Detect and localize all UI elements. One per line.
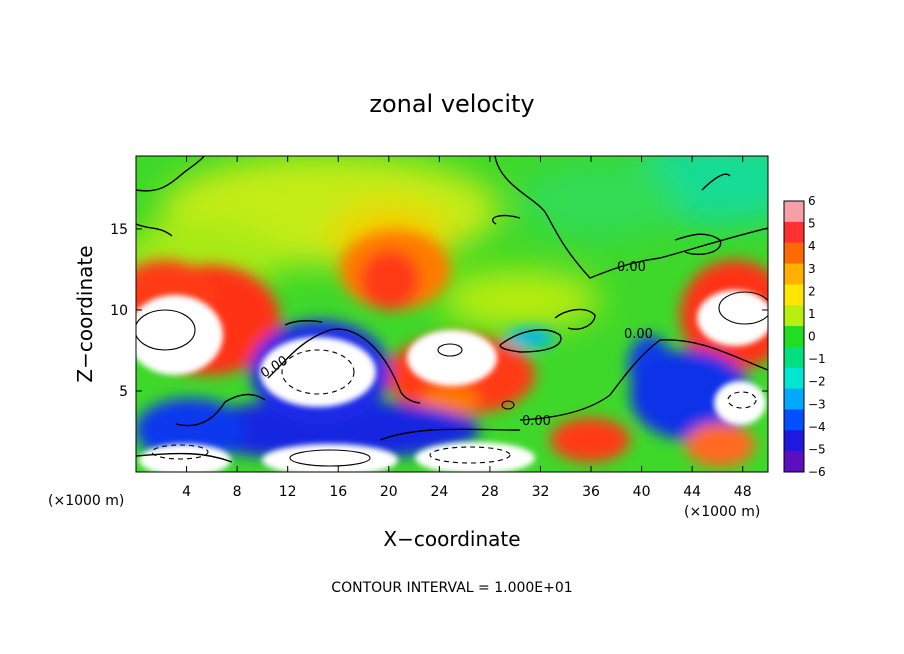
colorbar-frame [783,200,805,473]
colorbar-tick-label: −6 [808,465,826,479]
colorbar-tick-label: −2 [808,375,826,389]
x-axis-label: X−coordinate [383,527,520,551]
x-tick-label: 16 [329,484,347,500]
colorbar-tick-label: −3 [808,397,826,411]
y-axis-label: Z−coordinate [73,245,97,382]
colorbar-tick-label: −4 [808,420,826,434]
x-tick-label: 28 [481,484,499,500]
colorbar: 6 5 4 3 2 1 0 −1 −2 −3 −4 −5 −6 [783,194,826,479]
plot-frame [135,155,769,473]
y-tick-label: 15 [110,222,128,238]
dashed-contours [151,349,757,464]
heatmap-field: 0.00 0.00 0.00 0.00 [136,156,768,472]
x-tick-label: 20 [380,484,398,500]
colorbar-swatch [784,305,804,327]
colorbar-swatch [784,430,804,452]
x-tick-label: 40 [633,484,651,500]
x-tick-label: 4 [182,484,191,500]
colorbar-tick-label: 6 [808,194,816,208]
x-tick-label: 12 [279,484,297,500]
colorbar-tick-label: 3 [808,262,816,276]
solid-inner-contours [136,291,768,467]
colorbar-tick-label: 5 [808,217,816,231]
colorbar-swatch [784,346,804,369]
x-axis: 4 8 12 16 20 24 28 32 36 40 44 48 [182,156,752,500]
colorbar-tick-label: 2 [808,284,816,298]
chart-title: zonal velocity [369,90,534,118]
colorbar-swatch [784,409,804,431]
colorbar-swatch [784,451,804,473]
colorbar-swatch [784,201,804,223]
colorbar-swatch [784,284,804,306]
colorbar-swatch [784,367,804,390]
colorbar-tick-label: −5 [808,442,826,456]
x-tick-label: 24 [430,484,448,500]
colorbar-swatch [784,388,804,410]
colorbar-swatch [784,242,804,265]
contour-label-4: 0.00 [522,414,551,429]
colorbar-tick-label: −1 [808,352,826,366]
x-tick-label: 32 [532,484,550,500]
x-unit-label-right: (×1000 m) [684,504,760,520]
y-axis: 5 10 15 [110,222,768,400]
colorbar-tick-label: 1 [808,307,816,321]
y-tick-label: 5 [119,384,128,400]
x-unit-label-left: (×1000 m) [48,493,124,509]
colorbar-swatch [784,263,804,285]
contour-label-2: 0.00 [624,327,653,342]
contour-label-1: 0.00 [617,260,646,275]
x-tick-label: 8 [233,484,242,500]
x-tick-label: 44 [683,484,701,500]
x-tick-label: 48 [734,484,752,500]
colorbar-tick-label: 0 [808,330,816,344]
colorbar-swatch [784,221,804,244]
contour-interval-note: CONTOUR INTERVAL = 1.000E+01 [331,580,572,596]
contour-lines [136,156,768,463]
colorbar-tick-label: 4 [808,239,816,253]
x-tick-label: 36 [582,484,600,500]
colorbar-swatch [784,326,804,348]
y-tick-label: 10 [110,303,128,319]
